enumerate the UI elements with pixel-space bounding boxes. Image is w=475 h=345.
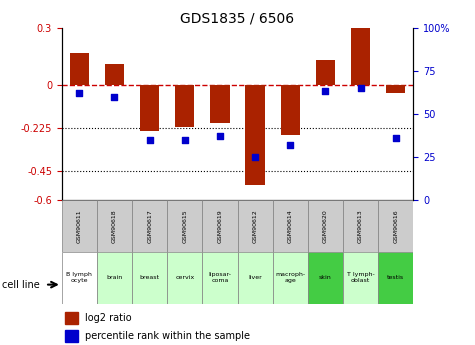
Bar <box>167 200 202 252</box>
Text: GSM90615: GSM90615 <box>182 209 187 243</box>
Point <box>357 85 364 91</box>
Bar <box>202 252 238 304</box>
Bar <box>175 85 194 127</box>
Point <box>216 134 224 139</box>
Text: liver: liver <box>248 275 262 280</box>
Bar <box>378 252 413 304</box>
Bar <box>167 252 202 304</box>
Text: breast: breast <box>140 275 160 280</box>
Bar <box>62 252 97 304</box>
Point <box>181 137 189 142</box>
Point <box>392 135 399 141</box>
Text: testis: testis <box>387 275 404 280</box>
Text: GSM90614: GSM90614 <box>288 209 293 243</box>
Point <box>111 94 118 99</box>
Text: cell line: cell line <box>2 280 40 289</box>
Bar <box>308 200 343 252</box>
Bar <box>343 252 378 304</box>
Bar <box>132 200 167 252</box>
Bar <box>65 330 77 342</box>
Point <box>251 154 259 160</box>
Text: GSM90619: GSM90619 <box>218 209 222 243</box>
Bar <box>238 252 273 304</box>
Text: GSM90618: GSM90618 <box>112 209 117 243</box>
Bar <box>273 200 308 252</box>
Text: percentile rank within the sample: percentile rank within the sample <box>85 331 249 341</box>
Text: B lymph
ocyte: B lymph ocyte <box>66 272 92 283</box>
Bar <box>246 85 265 185</box>
Text: brain: brain <box>106 275 123 280</box>
Text: skin: skin <box>319 275 332 280</box>
Text: T lymph-
oblast: T lymph- oblast <box>347 272 374 283</box>
Bar <box>62 200 97 252</box>
Bar <box>70 52 89 85</box>
Text: GSM90620: GSM90620 <box>323 209 328 243</box>
Text: GSM90611: GSM90611 <box>77 209 82 243</box>
Bar <box>132 252 167 304</box>
Text: GSM90612: GSM90612 <box>253 209 257 243</box>
Point <box>146 137 153 142</box>
Text: GSM90616: GSM90616 <box>393 209 398 243</box>
Bar <box>140 85 159 131</box>
Text: GSM90613: GSM90613 <box>358 209 363 243</box>
Bar <box>316 60 335 85</box>
Bar <box>202 200 238 252</box>
Bar <box>210 85 229 124</box>
Bar <box>281 85 300 135</box>
Text: log2 ratio: log2 ratio <box>85 313 131 323</box>
Bar <box>273 252 308 304</box>
Bar <box>65 312 77 324</box>
Bar <box>97 200 132 252</box>
Bar <box>351 28 370 85</box>
Text: cervix: cervix <box>175 275 194 280</box>
Point <box>322 89 329 94</box>
Title: GDS1835 / 6506: GDS1835 / 6506 <box>180 11 294 25</box>
Point <box>286 142 294 148</box>
Bar <box>378 200 413 252</box>
Bar <box>308 252 343 304</box>
Bar <box>343 200 378 252</box>
Text: GSM90617: GSM90617 <box>147 209 152 243</box>
Bar <box>386 85 405 93</box>
Bar <box>238 200 273 252</box>
Bar <box>97 252 132 304</box>
Bar <box>105 64 124 85</box>
Text: macroph-
age: macroph- age <box>275 272 305 283</box>
Point <box>76 90 83 96</box>
Text: liposar-
coma: liposar- coma <box>209 272 231 283</box>
